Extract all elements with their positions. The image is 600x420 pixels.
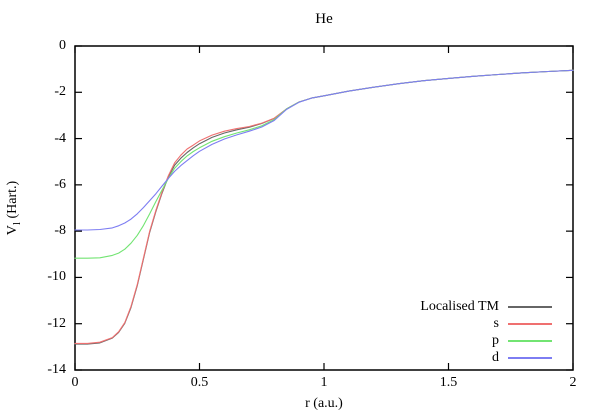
legend-label: s [493, 315, 499, 331]
curve-d [74, 69, 574, 231]
y-tick-label: -14 [47, 362, 66, 377]
x-axis-label: r (a.u.) [305, 396, 343, 411]
legend-item-p: p [420, 332, 552, 349]
legend-label: p [492, 332, 499, 348]
chart-title: He [315, 11, 333, 27]
y-tick-label: -6 [54, 176, 66, 192]
x-tick-label: 0 [71, 375, 79, 390]
y-tick-label: -4 [54, 130, 66, 146]
x-tick-label: 2 [569, 375, 577, 390]
y-tick-label: 0 [59, 38, 66, 53]
legend-item-d: d [420, 349, 552, 366]
legend-item-s: s [420, 315, 552, 332]
legend-label: Localised TM [420, 298, 499, 314]
legend-line-sample [508, 356, 552, 359]
x-tick-label: 0.5 [190, 375, 209, 390]
legend-item-localised-tm: Localised TM [420, 298, 552, 315]
legend: Localised TM s p d [420, 298, 552, 366]
y-tick-label: -8 [54, 223, 66, 239]
legend-line-sample [508, 339, 552, 342]
legend-line-sample [508, 305, 552, 308]
legend-line-sample [508, 322, 552, 325]
y-tick-label: -12 [47, 315, 66, 331]
x-tick-label: 1.5 [439, 375, 458, 390]
y-tick-label: -2 [54, 84, 66, 100]
legend-label: d [492, 349, 499, 365]
y-tick-label: -10 [47, 269, 66, 285]
x-tick-label: 1 [320, 375, 328, 390]
